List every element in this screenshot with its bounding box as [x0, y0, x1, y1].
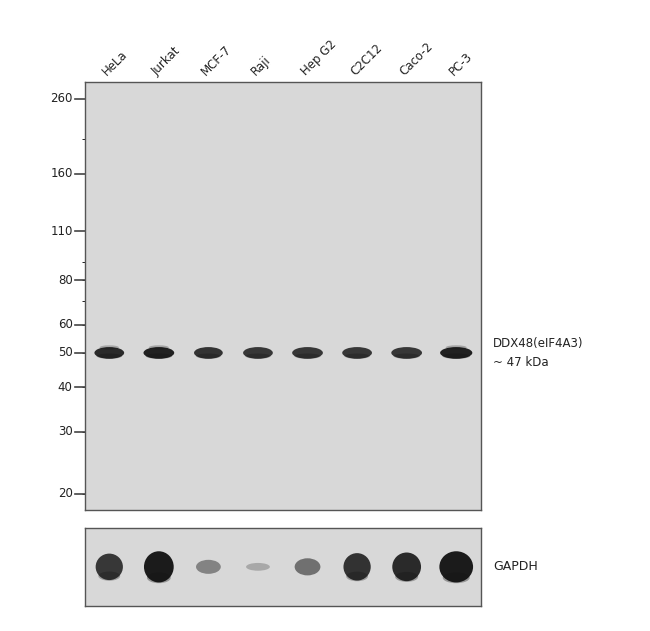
Ellipse shape	[194, 347, 223, 359]
Text: 110: 110	[50, 225, 73, 238]
Text: 20: 20	[58, 488, 73, 500]
Text: DDX48(eIF4A3)
~ 47 kDa: DDX48(eIF4A3) ~ 47 kDa	[493, 337, 584, 369]
Ellipse shape	[391, 347, 422, 359]
Text: GAPDH: GAPDH	[493, 560, 538, 574]
Ellipse shape	[99, 345, 119, 350]
Text: Raji: Raji	[249, 53, 274, 78]
Ellipse shape	[344, 353, 370, 359]
Ellipse shape	[98, 572, 120, 581]
Ellipse shape	[443, 572, 470, 583]
Ellipse shape	[292, 347, 323, 359]
Ellipse shape	[94, 347, 124, 359]
Ellipse shape	[346, 572, 368, 581]
Ellipse shape	[196, 353, 220, 359]
Ellipse shape	[443, 353, 470, 359]
Text: Caco-2: Caco-2	[397, 40, 436, 78]
Ellipse shape	[294, 353, 320, 359]
Ellipse shape	[144, 347, 174, 359]
Ellipse shape	[393, 553, 421, 581]
Text: PC-3: PC-3	[447, 49, 475, 78]
Text: 260: 260	[50, 92, 73, 105]
Text: 50: 50	[58, 346, 73, 359]
Text: 160: 160	[50, 167, 73, 180]
Ellipse shape	[245, 353, 270, 359]
Text: HeLa: HeLa	[100, 47, 130, 78]
Text: Hep G2: Hep G2	[298, 37, 339, 78]
Ellipse shape	[97, 353, 122, 359]
Text: 60: 60	[58, 318, 73, 331]
Ellipse shape	[394, 353, 420, 359]
Ellipse shape	[446, 345, 467, 350]
Ellipse shape	[439, 551, 473, 582]
Ellipse shape	[96, 553, 123, 580]
Ellipse shape	[149, 345, 169, 350]
Ellipse shape	[196, 560, 221, 574]
Text: 80: 80	[58, 274, 73, 287]
Text: MCF-7: MCF-7	[199, 42, 235, 78]
Ellipse shape	[144, 551, 174, 582]
Ellipse shape	[342, 347, 372, 359]
Text: 40: 40	[58, 380, 73, 394]
Text: 30: 30	[58, 425, 73, 438]
Ellipse shape	[343, 553, 370, 581]
Text: C2C12: C2C12	[348, 41, 385, 78]
Ellipse shape	[246, 563, 270, 570]
Ellipse shape	[395, 572, 418, 582]
Ellipse shape	[440, 347, 473, 359]
Ellipse shape	[147, 572, 171, 583]
Ellipse shape	[294, 558, 320, 575]
Text: Jurkat: Jurkat	[150, 44, 183, 78]
Ellipse shape	[243, 347, 273, 359]
Ellipse shape	[146, 353, 172, 359]
